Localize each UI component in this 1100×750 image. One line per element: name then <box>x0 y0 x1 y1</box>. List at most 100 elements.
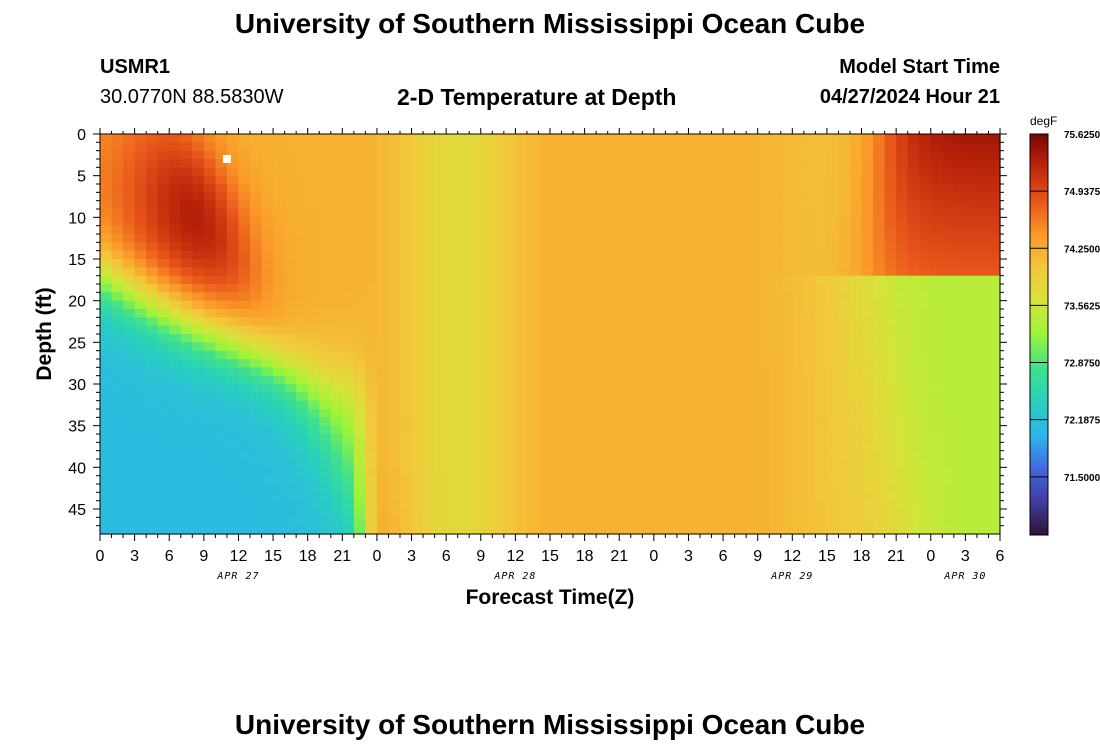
heatmap-cell <box>619 325 632 335</box>
heatmap-cell <box>723 384 736 393</box>
heatmap-cell <box>100 525 113 535</box>
heatmap-cell <box>215 509 228 518</box>
heatmap-cell <box>296 509 309 518</box>
heatmap-cell <box>988 259 1001 268</box>
heatmap-cell <box>930 350 943 360</box>
heatmap-cell <box>653 267 666 277</box>
heatmap-cell <box>850 175 863 185</box>
heatmap-cell <box>873 350 886 360</box>
heatmap-cell <box>492 467 505 477</box>
heatmap-cell <box>353 275 366 285</box>
heatmap-cell <box>734 234 747 243</box>
heatmap-cell <box>492 267 505 277</box>
heatmap-cell <box>803 175 816 185</box>
y-tick-label: 10 <box>68 210 86 227</box>
heatmap-cell <box>526 209 540 218</box>
heatmap-cell <box>284 192 297 202</box>
heatmap-cell <box>400 475 413 485</box>
heatmap-cell <box>550 134 563 143</box>
heatmap-cell <box>873 317 886 327</box>
heatmap-cell <box>538 267 551 277</box>
heatmap-cell <box>100 284 113 293</box>
heatmap-cell <box>192 484 205 493</box>
heatmap-cell <box>330 509 343 518</box>
heatmap-cell <box>676 317 690 327</box>
heatmap-cell <box>446 267 459 277</box>
heatmap-cell <box>596 500 609 510</box>
y-tick-label: 45 <box>68 502 86 519</box>
heatmap-cell <box>388 234 401 243</box>
x-tick-label: 15 <box>818 548 836 565</box>
heatmap-cell <box>988 325 1001 335</box>
heatmap-cell <box>250 175 263 185</box>
heatmap-cell <box>134 167 147 177</box>
heatmap-cell <box>780 384 793 393</box>
heatmap-cell <box>376 400 390 410</box>
heatmap-cell <box>792 159 805 168</box>
heatmap-cell <box>965 234 978 243</box>
heatmap-cell <box>434 250 447 260</box>
heatmap-cell <box>503 409 516 418</box>
heatmap-cell <box>330 467 343 477</box>
heatmap-cell <box>965 517 978 527</box>
heatmap-cell <box>538 250 551 260</box>
heatmap-cell <box>503 175 516 185</box>
heatmap-cell <box>261 242 274 252</box>
heatmap-cell <box>376 500 390 510</box>
heatmap-cell <box>700 175 713 185</box>
heatmap-cell <box>457 492 470 502</box>
heatmap-cell <box>353 350 366 360</box>
heatmap-cell <box>388 359 401 368</box>
heatmap-cell <box>630 350 643 360</box>
heatmap-cell <box>100 459 113 468</box>
heatmap-cell <box>515 184 528 193</box>
heatmap-cell <box>400 217 413 227</box>
heatmap-cell <box>365 317 378 327</box>
heatmap-cell <box>630 267 643 277</box>
heatmap-cell <box>723 167 736 177</box>
heatmap-cell <box>573 200 586 210</box>
heatmap-cell <box>792 384 805 393</box>
heatmap-cell <box>111 242 124 252</box>
heatmap-cell <box>434 175 447 185</box>
heatmap-cell <box>215 417 228 427</box>
heatmap-cell <box>169 342 182 352</box>
heatmap-cell <box>400 250 413 260</box>
heatmap-cell <box>330 292 343 302</box>
heatmap-cell <box>192 384 205 393</box>
heatmap-cell <box>526 509 540 518</box>
heatmap-cell <box>573 159 586 168</box>
heatmap-cell <box>180 250 193 260</box>
heatmap-cell <box>803 500 816 510</box>
heatmap-cell <box>215 275 228 285</box>
heatmap-cell <box>873 442 886 452</box>
heatmap-cell <box>688 250 701 260</box>
heatmap-cell <box>376 325 390 335</box>
heatmap-cell <box>411 317 424 327</box>
heatmap-cell <box>319 342 332 352</box>
heatmap-cell <box>250 525 263 535</box>
heatmap-cell <box>584 475 597 485</box>
heatmap-cell <box>803 400 816 410</box>
x-tick-label: 3 <box>961 548 970 565</box>
heatmap-cell <box>976 150 990 160</box>
heatmap-cell <box>642 175 655 185</box>
heatmap-cell <box>988 250 1001 260</box>
heatmap-cell <box>365 342 378 352</box>
heatmap-cell <box>376 342 390 352</box>
heatmap-cell <box>838 234 851 243</box>
heatmap-cell <box>573 509 586 518</box>
heatmap-cell <box>573 300 586 310</box>
heatmap-cell <box>930 392 943 402</box>
heatmap-cell <box>480 225 493 235</box>
heatmap-cell <box>446 200 459 210</box>
heatmap-cell <box>376 175 390 185</box>
heatmap-cell <box>180 259 193 268</box>
heatmap-cell <box>273 275 286 285</box>
heatmap-cell <box>907 284 920 293</box>
heatmap-cell <box>596 134 609 143</box>
heatmap-cell <box>250 442 263 452</box>
heatmap-cell <box>757 209 770 218</box>
heatmap-cell <box>146 134 159 143</box>
heatmap-cell <box>123 384 136 393</box>
